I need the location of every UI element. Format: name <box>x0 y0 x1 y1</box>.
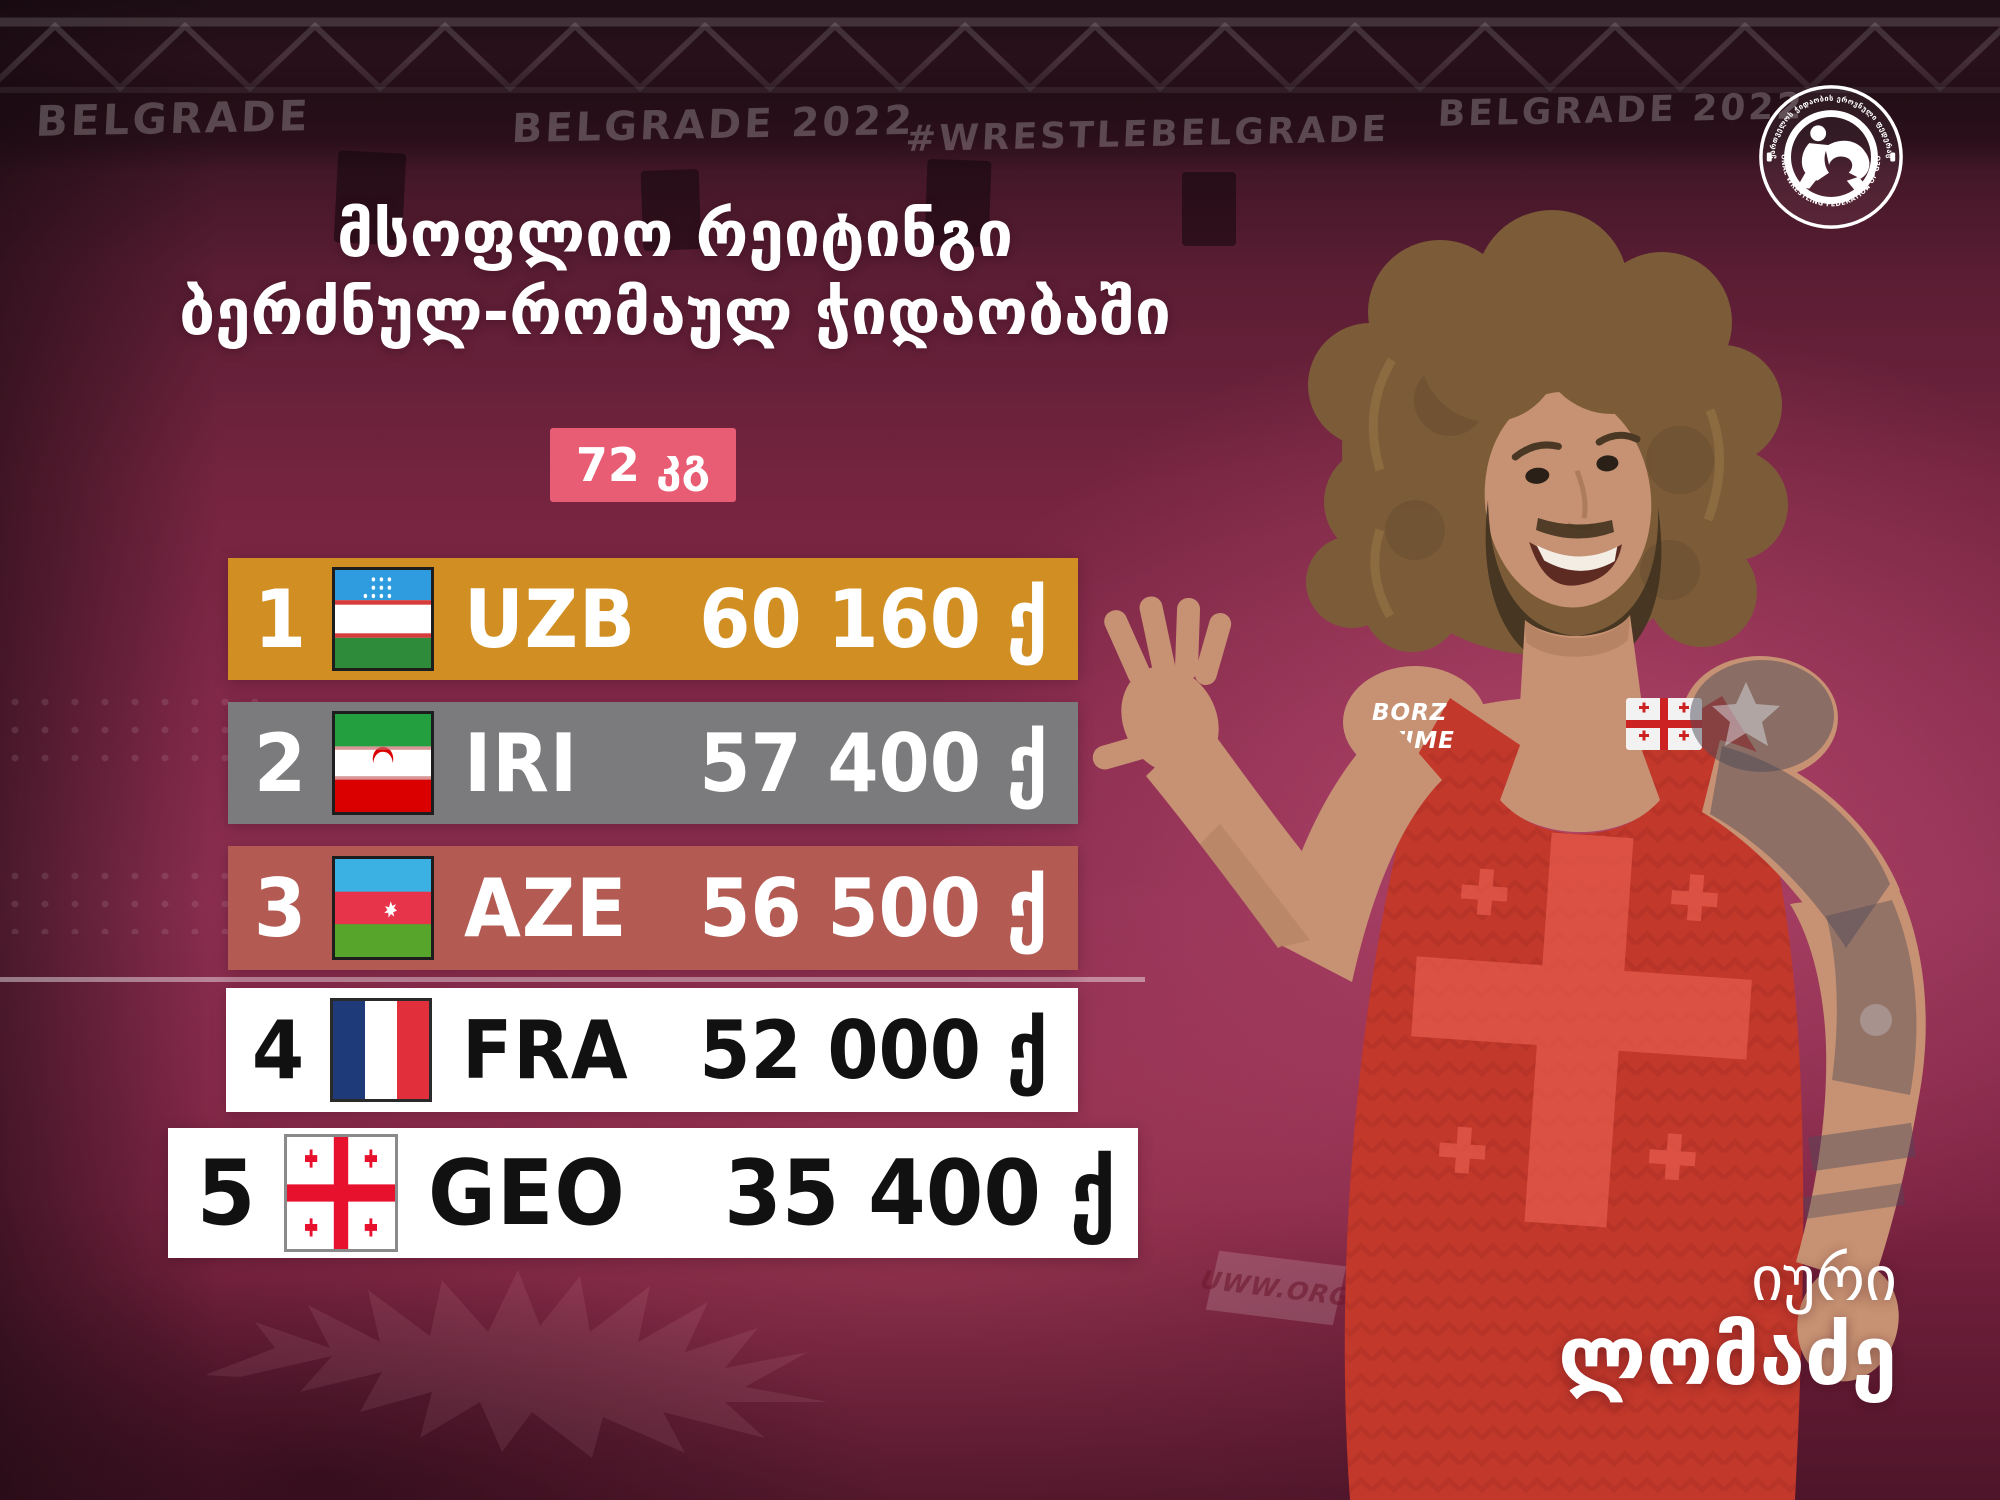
arena-banner-band <box>0 56 2000 172</box>
points-value: 52 000 ქ <box>699 1003 1048 1097</box>
athlete-last-name: ლომაძე <box>1558 1309 1897 1405</box>
ranking-row: 3 AZE 56 500 ქ <box>228 846 1078 970</box>
rank-number: 5 <box>196 1140 256 1246</box>
rank-number: 3 <box>253 861 307 955</box>
athlete-first-name: იური <box>1751 1242 1897 1315</box>
arena-banner-text: BELGRADE 2022 <box>1436 86 1806 135</box>
flag-aze-icon <box>332 856 434 960</box>
red-singlet: BORZ TIME <box>1344 696 1804 1500</box>
gesturing-arm <box>1092 596 1442 982</box>
ranking-row: 5 GEO 35 400 ქ <box>168 1128 1138 1258</box>
arena-banner-text: BELGRADE <box>34 91 312 146</box>
points-value: 57 400 ქ <box>699 716 1048 810</box>
flag-fra-icon <box>330 998 432 1102</box>
ranking-row: 4 FRA 52 000 ქ <box>226 988 1078 1112</box>
title-line-2: ბერძნულ-რომაულ ჭიდაობაში <box>179 276 1171 350</box>
weight-badge-label: 72 კგ <box>575 438 711 492</box>
country-code: AZE <box>464 861 628 955</box>
flag-iri-icon <box>332 711 434 815</box>
ranking-row: 2 IRI 57 400 ქ <box>228 702 1078 824</box>
eagle-watermark <box>205 1270 828 1458</box>
points-value: 60 160 ქ <box>699 572 1048 666</box>
arena-barrier-line <box>0 977 1145 982</box>
tattoo-arm <box>1690 660 1926 1382</box>
points-value: 35 400 ქ <box>723 1140 1116 1246</box>
speaker-box <box>1182 172 1236 246</box>
flag-geo-icon <box>284 1134 398 1252</box>
country-code: IRI <box>464 716 579 810</box>
borz-time-print: BORZ <box>1372 700 1448 726</box>
country-code: UZB <box>464 572 636 666</box>
ranking-row: 1 UZB 60 160 ქ <box>228 558 1078 680</box>
country-code: GEO <box>428 1140 626 1246</box>
wrestlers-icon <box>1797 125 1870 193</box>
country-code: FRA <box>462 1003 629 1097</box>
face <box>1484 391 1652 608</box>
points-value: 56 500 ქ <box>699 861 1048 955</box>
page-title: მსოფლიო რეიტინგი ბერძნულ-რომაულ ჭიდაობაშ… <box>170 196 1180 352</box>
weight-badge: 72 კგ <box>550 428 736 502</box>
rank-number: 4 <box>251 1003 305 1097</box>
truss-structure <box>0 17 2000 93</box>
athlete-name: იური ლომაძე <box>1558 1244 1897 1402</box>
arena-banner-text: BELGRADE 2022 <box>510 97 917 153</box>
crowd-dots <box>0 862 250 934</box>
federation-logo: საქართველოს ჭიდაობის ეროვნული ფედერაცია … <box>1752 78 1903 229</box>
crowd-dots <box>0 688 270 772</box>
georgian-flag-patch <box>1626 698 1702 750</box>
rank-number: 2 <box>253 716 307 810</box>
title-line-1: მსოფლიო რეიტინგი <box>337 198 1013 272</box>
flag-uzb-icon <box>332 567 434 671</box>
wrestler-photo: BORZ TIME <box>1092 210 1926 1500</box>
rank-number: 1 <box>253 572 307 666</box>
